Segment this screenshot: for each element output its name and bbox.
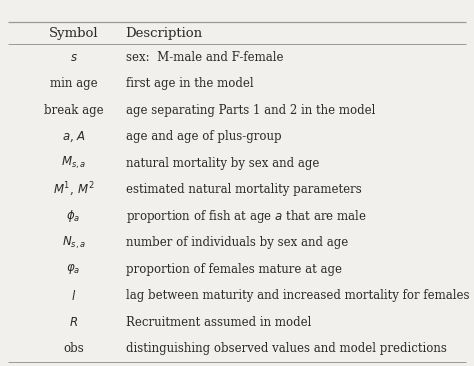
Text: $\phi_a$: $\phi_a$ [66, 208, 81, 224]
Text: break age: break age [44, 104, 103, 117]
Text: $M_{s,a}$: $M_{s,a}$ [61, 155, 86, 171]
Text: $N_{s,a}$: $N_{s,a}$ [62, 235, 85, 251]
Text: first age in the model: first age in the model [126, 77, 253, 90]
Text: age separating Parts 1 and 2 in the model: age separating Parts 1 and 2 in the mode… [126, 104, 375, 117]
Text: sex:  M-male and F-female: sex: M-male and F-female [126, 51, 283, 64]
Text: Recruitment assumed in model: Recruitment assumed in model [126, 316, 311, 329]
Text: $a$, $A$: $a$, $A$ [62, 130, 85, 144]
Text: $s$: $s$ [70, 51, 77, 64]
Text: Symbol: Symbol [49, 26, 98, 40]
Text: natural mortality by sex and age: natural mortality by sex and age [126, 157, 319, 170]
Text: $R$: $R$ [69, 316, 78, 329]
Text: Description: Description [126, 26, 203, 40]
Text: $M^1$, $M^2$: $M^1$, $M^2$ [53, 181, 94, 199]
Text: distinguishing observed values and model predictions: distinguishing observed values and model… [126, 342, 447, 355]
Text: proportion of females mature at age: proportion of females mature at age [126, 263, 342, 276]
Text: min age: min age [50, 77, 97, 90]
Text: number of individuals by sex and age: number of individuals by sex and age [126, 236, 348, 249]
Text: $l$: $l$ [71, 289, 76, 303]
Text: estimated natural mortality parameters: estimated natural mortality parameters [126, 183, 361, 196]
Text: age and age of plus-group: age and age of plus-group [126, 130, 281, 143]
Text: obs: obs [63, 342, 84, 355]
Text: proportion of fish at age $a$ that are male: proportion of fish at age $a$ that are m… [126, 208, 366, 225]
Text: lag between maturity and increased mortality for females: lag between maturity and increased morta… [126, 289, 469, 302]
Text: $\varphi_a$: $\varphi_a$ [66, 262, 81, 276]
